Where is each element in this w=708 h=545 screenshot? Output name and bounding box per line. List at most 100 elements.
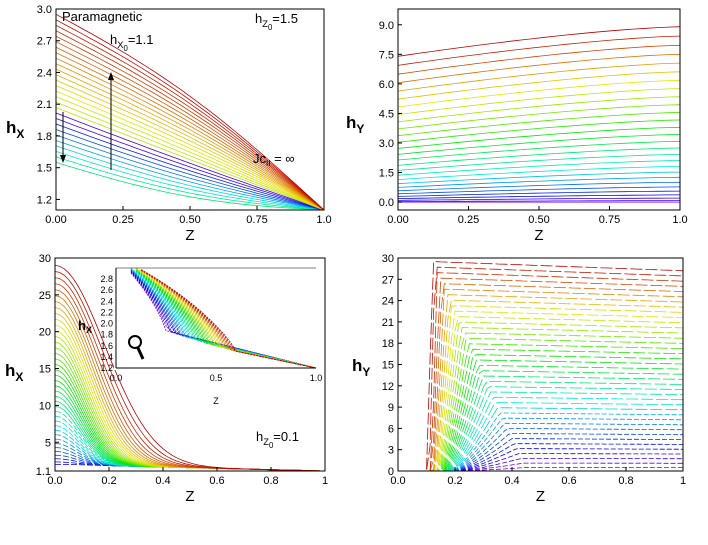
series-line — [397, 190, 681, 197]
series-line — [397, 197, 680, 201]
series-line — [397, 200, 681, 202]
inset-y-tick-label: 1.8 — [100, 330, 113, 340]
axes-br: 0.0 0.2 0.4 0.6 0.8 1 0 3 6 9 12 15 18 21 24 27 30 — [382, 253, 686, 487]
series-line — [397, 147, 681, 166]
y-tick-label: 5 — [45, 437, 51, 449]
y-axis-label: hY — [352, 356, 370, 379]
series-line — [398, 305, 684, 472]
x-tick-label: 0.25 — [112, 214, 133, 226]
x-tick-label: 0.8 — [263, 475, 278, 487]
series-line — [55, 35, 325, 211]
series-line — [397, 186, 681, 195]
inset-y-tick-label: 1.2 — [100, 363, 113, 373]
series-line — [55, 63, 325, 211]
series-line — [398, 294, 684, 472]
series-line — [397, 176, 681, 188]
y-tick-label: 20 — [39, 327, 51, 339]
inset-y-tick-label: 2.8 — [100, 274, 113, 284]
series-line — [398, 316, 684, 472]
x-tick-label: 0.8 — [618, 475, 633, 487]
series-line — [54, 363, 326, 472]
series-line — [398, 354, 684, 472]
x-tick-label: 0.75 — [246, 214, 267, 226]
x-tick-label: 0.50 — [528, 214, 549, 226]
x-axis-label: Z — [185, 227, 194, 244]
series-line — [398, 466, 683, 472]
y-tick-label: 9 — [388, 402, 394, 414]
y-tick-label: 0 — [388, 466, 394, 478]
series-line — [398, 364, 683, 472]
inset-y-tick-label: 2.6 — [100, 285, 113, 295]
series-line — [398, 261, 684, 472]
x-tick-label: 0.00 — [45, 214, 66, 226]
up-arrowhead — [108, 72, 114, 80]
series-line — [55, 57, 325, 211]
inset-x-tick-label: 0.5 — [210, 373, 223, 383]
series-line — [398, 343, 684, 472]
annotation: hZ0=0.1 — [256, 429, 299, 450]
plot-frame — [54, 257, 326, 472]
series-line — [397, 53, 681, 84]
y-axis-label: hY — [346, 113, 364, 136]
series-line — [55, 90, 325, 211]
series-group-br — [398, 261, 684, 472]
series-line — [55, 41, 325, 211]
series-line — [55, 68, 325, 211]
series-line — [397, 160, 681, 176]
y-axis-label: hX — [6, 118, 24, 141]
y-tick-label: 4.5 — [379, 108, 394, 120]
axes-bl: 0.0 0.2 0.4 0.6 0.8 1 1.1 5 10 15 20 25 30 — [36, 253, 328, 487]
series-line — [55, 85, 325, 211]
series-line — [55, 162, 325, 211]
y-tick-label: 9.0 — [379, 20, 394, 32]
series-line — [397, 104, 681, 130]
series-line — [397, 134, 681, 155]
y-tick-label: 27 — [382, 274, 394, 286]
series-line — [398, 348, 684, 472]
down-arrowhead — [60, 155, 66, 163]
series-line — [397, 166, 681, 180]
series-line — [55, 79, 325, 211]
series-line — [55, 46, 325, 211]
y-tick-label: 25 — [39, 290, 51, 302]
series-line — [398, 417, 683, 472]
series-line — [398, 448, 684, 472]
x-tick-label: 0.4 — [504, 475, 519, 487]
series-line — [55, 30, 325, 211]
series-line — [55, 13, 325, 211]
series-line — [398, 457, 683, 472]
annotation: hX0=1.1 — [110, 32, 153, 53]
y-tick-label: 1.1 — [36, 466, 51, 478]
inset-y-tick-label: 2.0 — [100, 319, 113, 329]
x-tick-label: 1 — [680, 475, 686, 487]
inset-y-tick-label: 1.4 — [100, 352, 113, 362]
annotation: hZ0=1.5 — [255, 11, 298, 32]
series-line — [398, 288, 684, 472]
y-tick-label: 2.7 — [37, 36, 52, 48]
series-line — [54, 352, 326, 472]
y-tick-label: 2.1 — [37, 99, 52, 111]
y-tick-label: 15 — [39, 364, 51, 376]
series-line — [397, 62, 681, 92]
series-line — [397, 126, 681, 149]
series-line — [55, 118, 325, 211]
x-tick-label: 0.6 — [209, 475, 224, 487]
x-tick-label: 0.50 — [179, 214, 200, 226]
series-line — [55, 156, 325, 211]
series-line — [55, 101, 325, 211]
y-tick-label: 1.5 — [379, 168, 394, 180]
series-line — [55, 134, 325, 211]
series-line — [55, 19, 325, 211]
series-line — [398, 433, 683, 472]
y-tick-label: 15 — [382, 360, 394, 372]
paramagnetic-label: Paramagnetic — [62, 9, 143, 24]
series-line — [397, 112, 681, 137]
series-line — [398, 310, 684, 472]
x-axis-label: Z — [185, 488, 194, 505]
series-line — [398, 277, 684, 472]
series-line — [398, 321, 684, 472]
series-line — [55, 123, 325, 211]
x-tick-label: 1 — [322, 475, 328, 487]
x-tick-label: 1.0 — [672, 214, 687, 226]
inset-series-line — [140, 269, 317, 369]
